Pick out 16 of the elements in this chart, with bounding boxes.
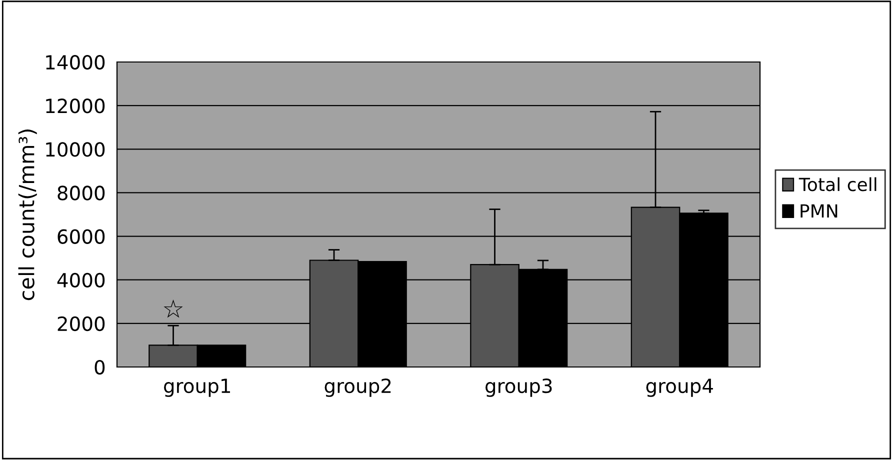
x-tick-label: group4 [646, 378, 713, 397]
y-tick-label: 10000 [46, 142, 105, 157]
legend-label: PMN [800, 204, 838, 218]
y-tick-label: 4000 [57, 272, 105, 288]
y-tick-label: 2000 [58, 316, 105, 332]
y-tick-label: 8000 [58, 186, 105, 200]
x-tick-label: group2 [324, 378, 391, 397]
legend-label: Total cell [798, 177, 876, 192]
y-tick-label: 12000 [46, 98, 105, 114]
y-tick-label: 6000 [58, 229, 105, 244]
y-axis-title: cell count(/mm³) [18, 130, 37, 300]
y-tick-label: 14000 [46, 54, 105, 70]
x-tick-label: group3 [486, 378, 552, 397]
annotation: ☆ [164, 300, 183, 318]
y-tick-label: 0 [94, 360, 105, 375]
x-tick-label: group1 [164, 378, 230, 397]
